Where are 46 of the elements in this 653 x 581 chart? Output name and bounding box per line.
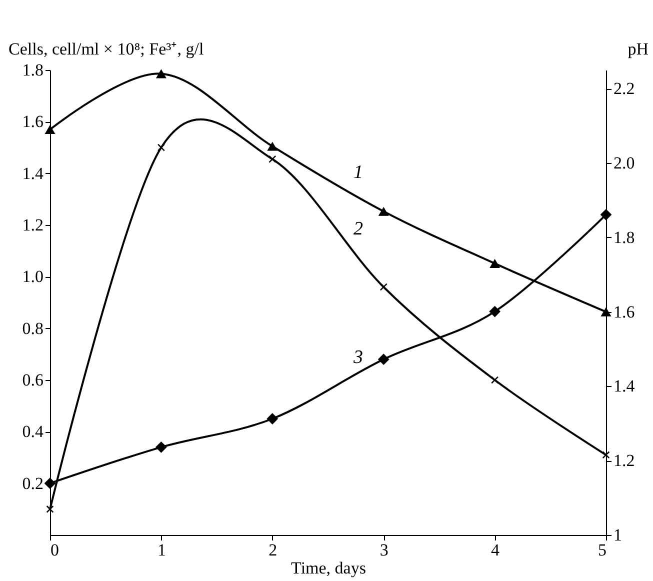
- x-tick-label: 0: [50, 540, 59, 560]
- series-label: 1: [353, 162, 363, 183]
- point: [602, 451, 610, 459]
- y-tick-label: 0.8: [22, 318, 44, 338]
- point: [600, 208, 612, 220]
- y-tick-label: 1.8: [22, 60, 44, 80]
- x-tick-label: 2: [268, 540, 278, 560]
- point: [46, 505, 54, 513]
- point: [157, 144, 166, 152]
- x-axis-title: Time, days: [291, 558, 366, 578]
- point: [267, 142, 278, 151]
- point: [156, 69, 166, 78]
- point: [44, 124, 56, 134]
- y-tick-label: 1.2: [22, 216, 44, 234]
- y2-axis-title: pH: [628, 40, 648, 58]
- y2-tick-label: 2.2: [614, 79, 635, 98]
- point: [490, 258, 500, 268]
- y2-tick-label: 1: [614, 526, 622, 544]
- y2-tick-label: 1.2: [614, 451, 635, 470]
- point: [156, 441, 167, 453]
- y-tick-label: 1.0: [22, 267, 44, 286]
- x-tick-label: 1: [157, 540, 166, 560]
- point: [490, 376, 499, 384]
- x-tick-label: 3: [380, 540, 388, 560]
- point: [489, 306, 500, 318]
- y2-tick-label: 1.6: [614, 302, 635, 322]
- point: [378, 354, 390, 366]
- series-label: 3: [352, 347, 363, 368]
- y2-tick-label: 1.4: [614, 376, 636, 396]
- y-tick-label: 1.4: [22, 164, 44, 183]
- x-tick-label: 4: [491, 540, 500, 560]
- y-tick-label: 1.6: [22, 112, 44, 132]
- y-axis-title: Cells, cell/ml × 10⁸; Fe³⁺, g/l: [8, 40, 204, 58]
- series-label: 2: [353, 218, 364, 240]
- point: [268, 155, 276, 163]
- y-tick-label: 0.2: [22, 474, 44, 493]
- y-tick-label: 0.4: [22, 422, 44, 442]
- x-tick-label: 5: [598, 540, 606, 560]
- point: [600, 307, 612, 316]
- point: [266, 413, 278, 424]
- y-tick-label: 0.6: [22, 370, 44, 390]
- y2-tick-label: 2.0: [614, 154, 635, 172]
- point: [44, 478, 56, 490]
- point: [380, 283, 388, 291]
- y2-tick-label: 1.8: [614, 228, 635, 247]
- point: [378, 206, 389, 216]
